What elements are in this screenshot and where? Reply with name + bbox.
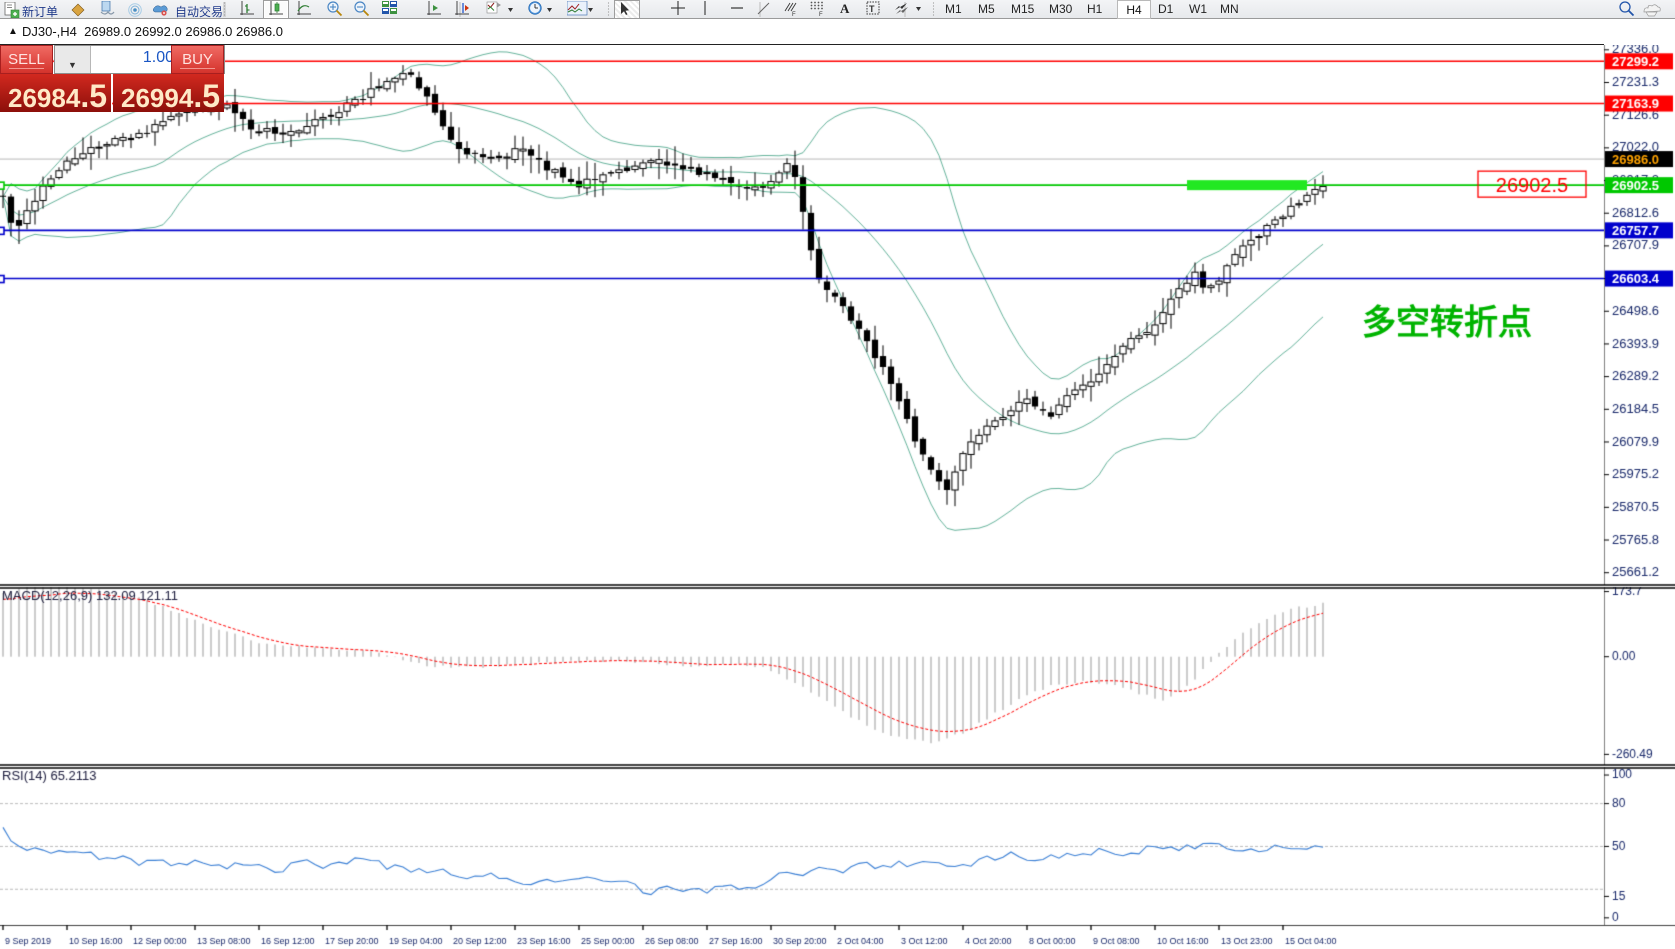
svg-text:F: F [792, 12, 796, 17]
svg-text:F: F [819, 12, 823, 17]
svg-text:T: T [869, 4, 875, 14]
